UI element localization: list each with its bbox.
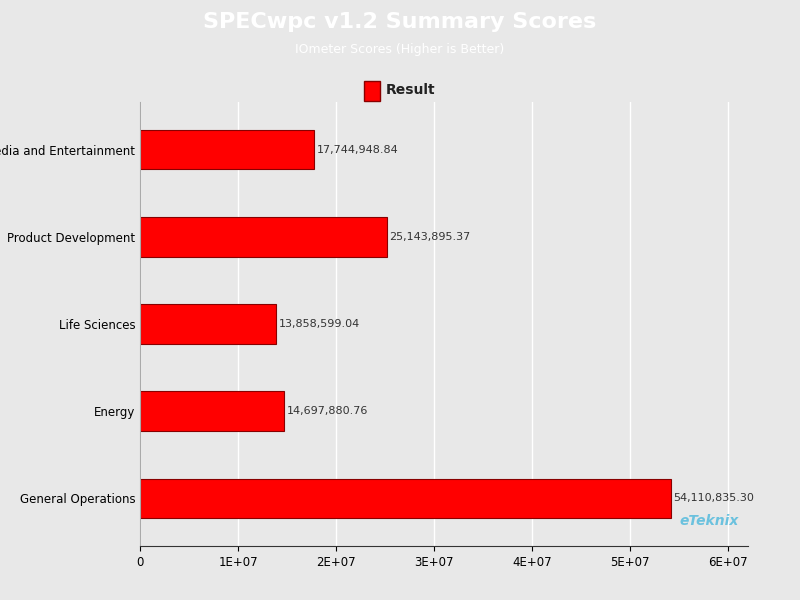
Text: Result: Result bbox=[386, 83, 435, 97]
Text: IOmeter Scores (Higher is Better): IOmeter Scores (Higher is Better) bbox=[295, 43, 505, 56]
Text: SPECwpc v1.2 Summary Scores: SPECwpc v1.2 Summary Scores bbox=[203, 12, 597, 32]
Bar bbox=[140, 304, 276, 344]
Text: 17,744,948.84: 17,744,948.84 bbox=[317, 145, 398, 155]
Text: 54,110,835.30: 54,110,835.30 bbox=[674, 493, 754, 503]
Text: 13,858,599.04: 13,858,599.04 bbox=[279, 319, 360, 329]
Bar bbox=[140, 479, 670, 518]
Bar bbox=[140, 391, 284, 431]
FancyBboxPatch shape bbox=[364, 81, 380, 101]
Text: eTeknix: eTeknix bbox=[679, 514, 739, 528]
Bar bbox=[140, 130, 314, 169]
Text: 25,143,895.37: 25,143,895.37 bbox=[390, 232, 470, 242]
Text: 14,697,880.76: 14,697,880.76 bbox=[287, 406, 369, 416]
Bar bbox=[140, 217, 386, 257]
